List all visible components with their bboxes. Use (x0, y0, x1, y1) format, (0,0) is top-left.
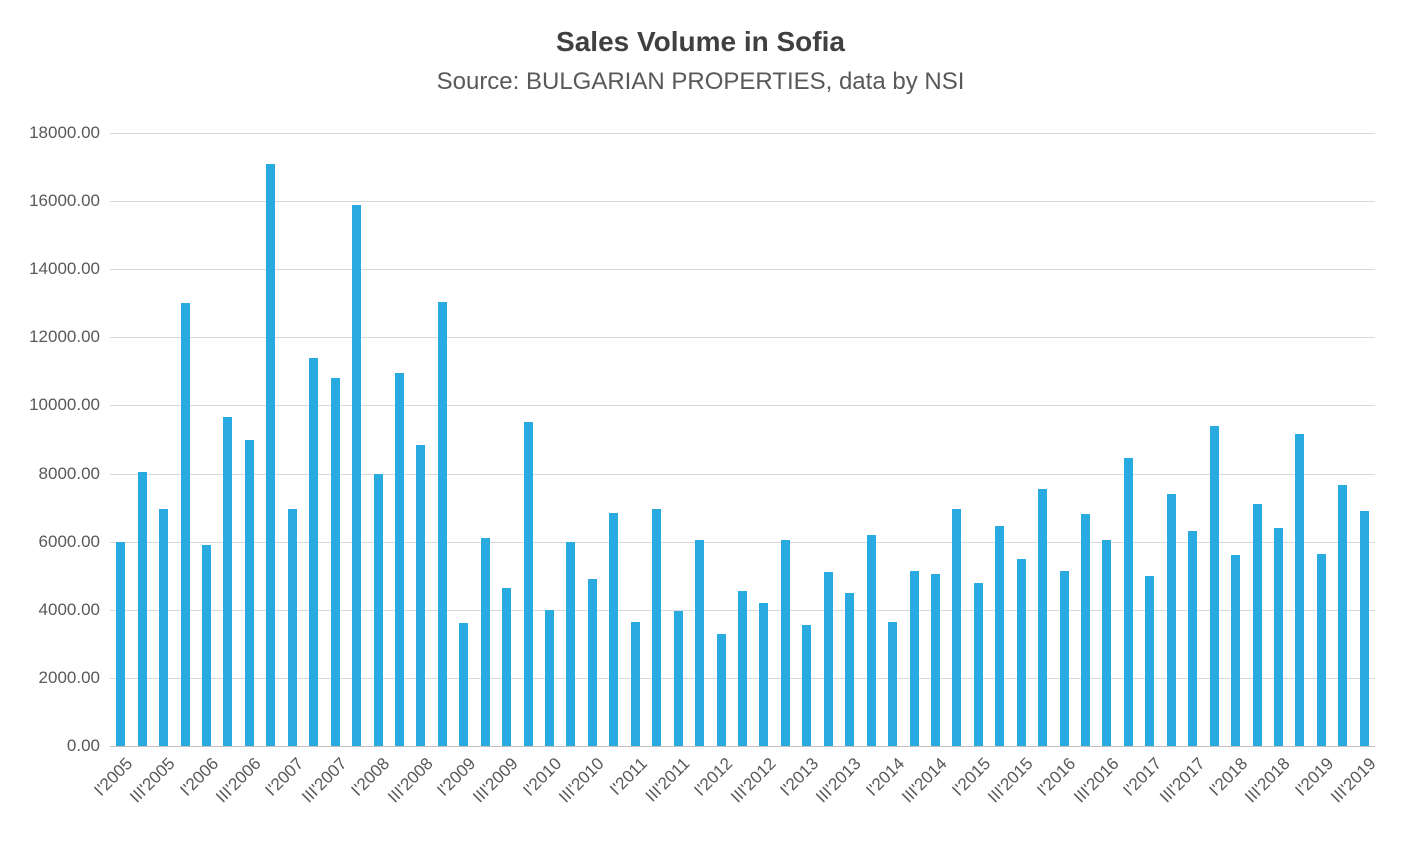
bar (1081, 514, 1091, 746)
bar (1145, 575, 1155, 746)
bar (759, 602, 769, 746)
y-axis-tick-label: 8000.00 (38, 463, 100, 483)
x-axis-label: III'2018 (1241, 754, 1294, 807)
bar (352, 204, 362, 746)
bar (1188, 531, 1198, 746)
bar (1231, 555, 1241, 746)
bar (394, 373, 404, 746)
bar (1123, 458, 1133, 746)
bar (587, 579, 597, 746)
gridline (110, 473, 1375, 475)
bar (780, 539, 790, 746)
bar (1359, 511, 1369, 746)
x-axis-label: III'2009 (469, 754, 523, 807)
bar (523, 422, 533, 746)
gridline (110, 405, 1375, 407)
gridline (110, 337, 1375, 339)
y-axis-tick-label: 14000.00 (29, 259, 100, 279)
bar (652, 509, 662, 746)
bar (995, 526, 1005, 746)
chart-subtitle: Source: BULGARIAN PROPERTIES, data by NS… (436, 68, 965, 95)
bar (1102, 539, 1112, 746)
chart-title: Sales Volume in Sofia (556, 26, 845, 57)
y-axis-tick-label: 16000.00 (29, 191, 100, 211)
bar (1338, 485, 1348, 746)
bar (373, 473, 383, 746)
bar (1316, 553, 1326, 746)
bar (609, 512, 619, 746)
bar (866, 534, 876, 746)
y-axis-tick-label: 4000.00 (38, 599, 100, 619)
plot-area (110, 133, 1375, 747)
bar (1059, 570, 1069, 746)
gridline (110, 201, 1375, 203)
bar (437, 301, 447, 746)
bar (695, 539, 705, 746)
bar (802, 625, 812, 746)
bar (459, 623, 469, 746)
x-axis-label: III'2011 (641, 754, 694, 806)
bar (545, 609, 555, 746)
x-axis-label: III'2005 (126, 754, 180, 807)
bar (952, 509, 962, 746)
bar (845, 592, 855, 746)
bar (1016, 558, 1026, 746)
bar (244, 439, 254, 746)
bar (502, 587, 512, 746)
gridline (110, 133, 1375, 134)
bar (1274, 528, 1284, 746)
bar (1295, 434, 1305, 746)
bar (930, 574, 940, 746)
x-axis-label: III'2007 (298, 754, 351, 807)
y-axis-tick-label: 10000.00 (29, 395, 100, 415)
bar (1209, 425, 1219, 746)
bar (909, 570, 919, 746)
bar (716, 633, 726, 746)
bar (416, 444, 426, 746)
x-axis-label: III'2019 (1327, 754, 1380, 807)
bar (309, 357, 319, 746)
bar (201, 545, 211, 746)
bar (1252, 504, 1262, 746)
bar (287, 509, 297, 746)
x-axis-label: III'2016 (1069, 754, 1123, 807)
y-axis-tick-label: 12000.00 (29, 327, 100, 347)
x-axis-line (110, 746, 1375, 747)
bar (116, 541, 126, 746)
y-axis-tick-label: 0.00 (66, 736, 100, 755)
x-axis-label: III'2014 (898, 754, 951, 807)
gridline (110, 541, 1375, 543)
x-axis-label: III'2006 (212, 754, 265, 807)
x-axis-label: III'2012 (726, 754, 780, 807)
bar (180, 303, 190, 746)
bar (1038, 488, 1048, 746)
gridline (110, 269, 1375, 271)
bar (973, 582, 983, 746)
bar (330, 378, 340, 746)
bar (223, 417, 233, 746)
x-axis-label: III'2017 (1155, 754, 1209, 807)
y-axis-tick-label: 6000.00 (38, 531, 100, 551)
y-axis-tick-label: 2000.00 (38, 667, 100, 687)
x-axis-label: III'2013 (812, 754, 866, 807)
bar (137, 471, 147, 746)
y-axis-tick-label: 18000.00 (29, 123, 100, 142)
bar (1166, 494, 1176, 746)
bar (159, 509, 169, 746)
bar (480, 538, 490, 746)
x-axis-label: III'2015 (984, 754, 1037, 807)
y-axis: 0.00 2000.00 4000.00 6000.00 8000.00 10000.00… (0, 123, 100, 755)
bar (738, 591, 747, 746)
bar (266, 163, 276, 746)
bar (888, 621, 898, 746)
bar (630, 621, 640, 746)
bar (823, 572, 833, 746)
x-axis: I'2005 III'2005 I'2006 III'2006 I'2007 III'20… (90, 750, 1379, 846)
bar (566, 541, 576, 746)
x-axis-label: III'2010 (555, 754, 608, 807)
bar (673, 611, 683, 746)
x-axis-label: III'2008 (383, 754, 437, 807)
